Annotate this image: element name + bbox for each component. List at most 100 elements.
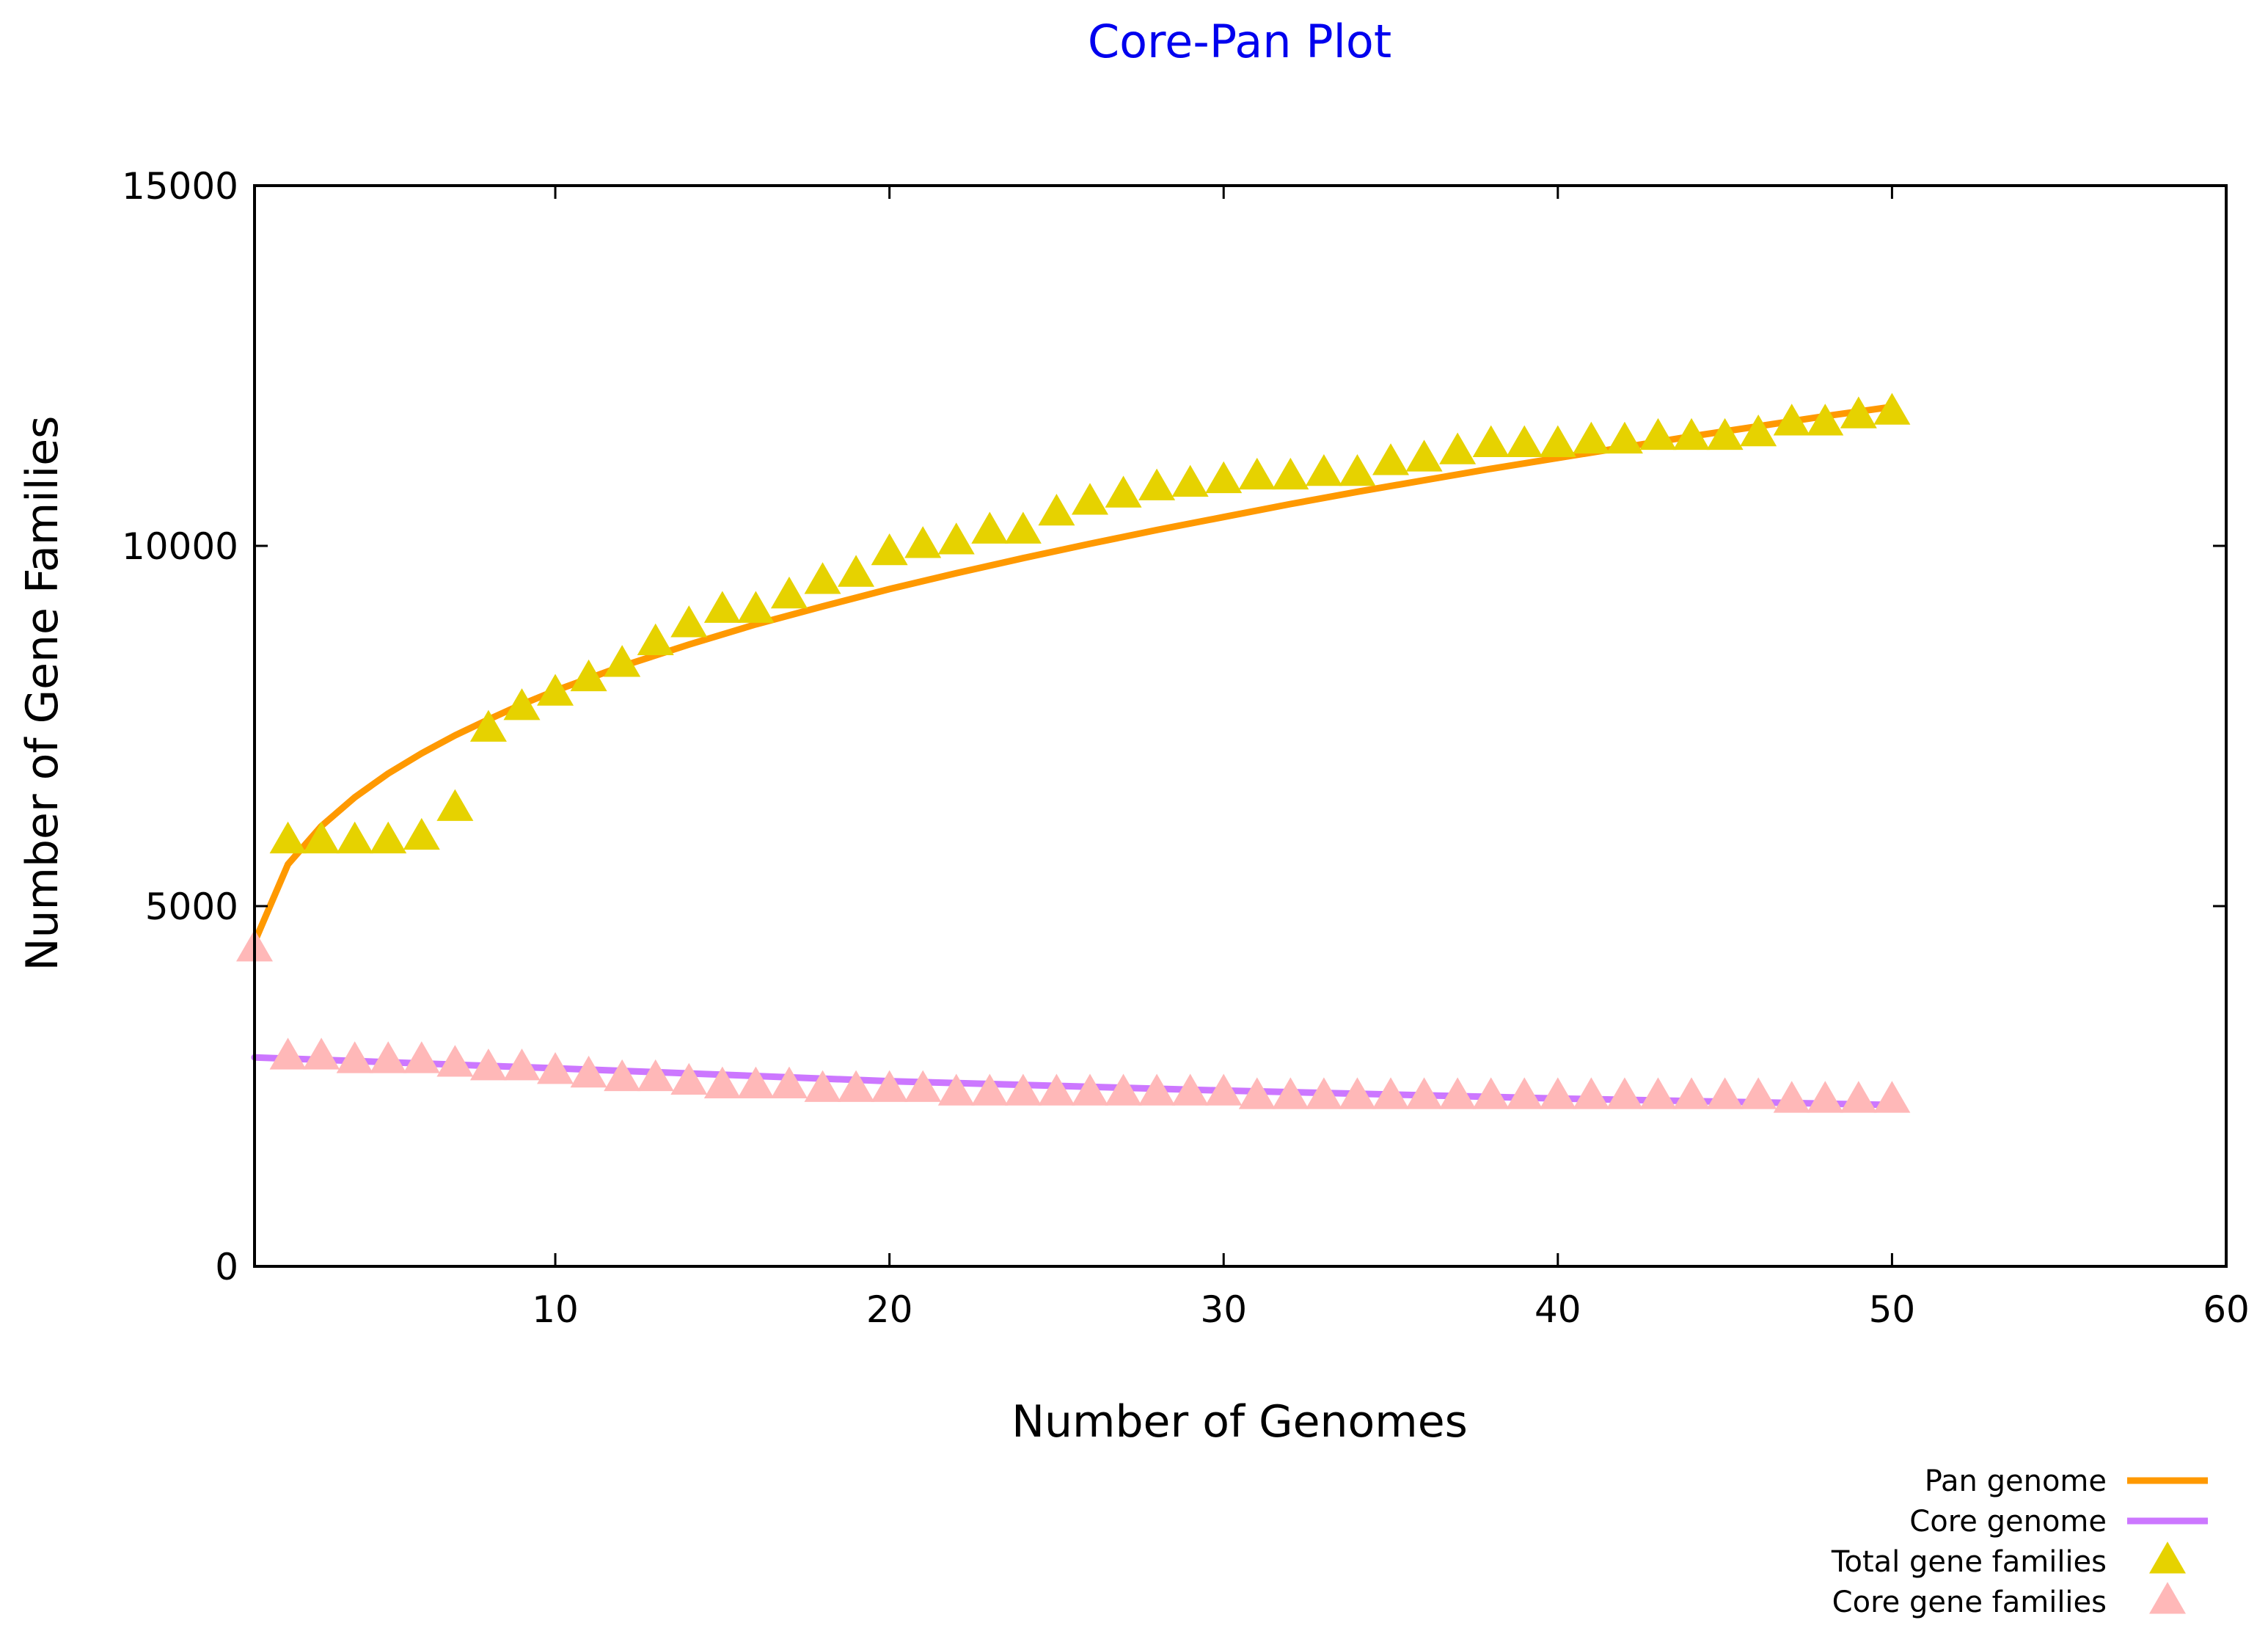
- x-tick-label: 40: [1534, 1288, 1581, 1331]
- data-point-marker: [604, 645, 641, 677]
- data-point-marker: [804, 562, 841, 594]
- x-tick-label: 30: [1200, 1288, 1247, 1331]
- chart-title: Core-Pan Plot: [1088, 15, 1391, 68]
- data-point-marker: [1506, 1077, 1543, 1109]
- legend-marker-swatch: [2149, 1582, 2186, 1614]
- data-point-marker: [1105, 475, 1142, 508]
- data-point-marker: [336, 821, 373, 854]
- data-point-marker: [871, 1070, 908, 1102]
- data-point-marker: [370, 821, 407, 854]
- data-point-marker: [670, 1062, 708, 1095]
- data-point-marker: [503, 688, 541, 720]
- x-tick-label: 10: [532, 1288, 579, 1331]
- data-point-marker: [1272, 1077, 1309, 1109]
- data-point-marker: [1138, 1073, 1176, 1106]
- data-point-marker: [871, 533, 908, 566]
- data-point-marker: [1238, 457, 1276, 490]
- data-point-marker: [770, 1066, 808, 1098]
- legend: Pan genome Core genome Total gene families…: [1831, 1464, 2208, 1619]
- data-point-marker: [703, 1066, 741, 1098]
- data-point-marker: [1205, 1073, 1243, 1106]
- data-point-marker: [1439, 1077, 1477, 1109]
- series-core-gene-families: [236, 930, 1911, 1113]
- data-point-marker: [1372, 1077, 1410, 1109]
- y-axis-label: Number of Gene Families: [17, 416, 68, 971]
- data-point-marker: [403, 1041, 440, 1073]
- data-point-marker: [770, 576, 808, 609]
- data-point-marker: [303, 821, 340, 854]
- data-point-marker: [469, 709, 507, 742]
- legend-label: Pan genome: [1925, 1464, 2107, 1498]
- data-point-marker: [537, 1052, 574, 1084]
- data-point-marker: [737, 591, 775, 623]
- data-point-marker: [269, 1037, 307, 1070]
- data-point-marker: [1873, 1081, 1911, 1113]
- data-point-marker: [637, 623, 674, 656]
- data-point-marker: [1305, 1077, 1342, 1109]
- data-point-marker: [904, 1070, 942, 1102]
- data-point-marker: [971, 511, 1009, 544]
- data-point-marker: [469, 1048, 507, 1081]
- x-tick-label: 50: [1869, 1288, 1916, 1331]
- data-point-marker: [570, 659, 607, 692]
- data-point-marker: [1673, 417, 1711, 450]
- data-point-marker: [1840, 1081, 1877, 1113]
- data-point-marker: [1205, 461, 1243, 494]
- data-point-marker: [1171, 464, 1209, 497]
- data-point-marker: [904, 526, 942, 558]
- data-point-marker: [1405, 439, 1443, 472]
- data-point-marker: [1673, 1077, 1711, 1109]
- data-point-marker: [1004, 1073, 1042, 1106]
- data-point-marker: [370, 1041, 407, 1073]
- data-point-marker: [804, 1070, 841, 1102]
- data-point-marker: [1272, 457, 1309, 490]
- data-point-marker: [1038, 493, 1075, 526]
- data-point-marker: [937, 522, 975, 555]
- data-point-marker: [1138, 468, 1176, 500]
- data-point-marker: [1773, 1081, 1810, 1113]
- y-tick-label: 0: [215, 1246, 238, 1288]
- x-tick-label: 60: [2203, 1288, 2250, 1331]
- data-point-marker: [604, 1059, 641, 1092]
- data-point-marker: [436, 789, 474, 821]
- data-point-marker: [1840, 396, 1877, 428]
- data-point-marker: [1472, 425, 1510, 457]
- legend-label: Core genome: [1909, 1505, 2107, 1539]
- data-point-marker: [1071, 483, 1108, 515]
- data-point-marker: [1639, 417, 1677, 450]
- data-point-marker: [1606, 1077, 1643, 1109]
- axis-ticks: 10 20 30 40 50 60 0 5000 10000 15000: [122, 165, 2250, 1331]
- data-point-marker: [1339, 1077, 1376, 1109]
- data-point-marker: [1539, 1077, 1576, 1109]
- x-tick-label: 20: [866, 1288, 913, 1331]
- legend-label: Total gene families: [1831, 1545, 2107, 1579]
- data-point-marker: [971, 1073, 1009, 1106]
- data-point-marker: [1405, 1077, 1443, 1109]
- y-tick-label: 5000: [145, 886, 238, 928]
- data-point-marker: [537, 674, 574, 706]
- data-point-marker: [303, 1037, 340, 1070]
- plot-frame: [253, 184, 2228, 1268]
- data-point-marker: [1339, 453, 1376, 486]
- data-point-marker: [1573, 421, 1610, 454]
- data-point-marker: [1105, 1073, 1142, 1106]
- data-point-marker: [1472, 1077, 1510, 1109]
- data-point-marker: [436, 1045, 474, 1077]
- series-total-gene-families: [269, 393, 1911, 854]
- data-point-marker: [1539, 425, 1576, 457]
- y-tick-label: 15000: [122, 165, 238, 208]
- data-point-marker: [1038, 1073, 1075, 1106]
- data-point-marker: [1807, 1081, 1844, 1113]
- data-point-marker: [1740, 414, 1777, 447]
- legend-marker-swatch: [2149, 1541, 2186, 1574]
- data-point-marker: [269, 821, 307, 854]
- data-point-marker: [1606, 421, 1643, 454]
- data-point-marker: [737, 1066, 775, 1098]
- data-point-marker: [1706, 1077, 1744, 1109]
- data-point-marker: [1639, 1077, 1677, 1109]
- plot-series: [236, 393, 1911, 1113]
- x-axis-label: Number of Genomes: [1012, 1396, 1468, 1448]
- data-point-marker: [1071, 1073, 1108, 1106]
